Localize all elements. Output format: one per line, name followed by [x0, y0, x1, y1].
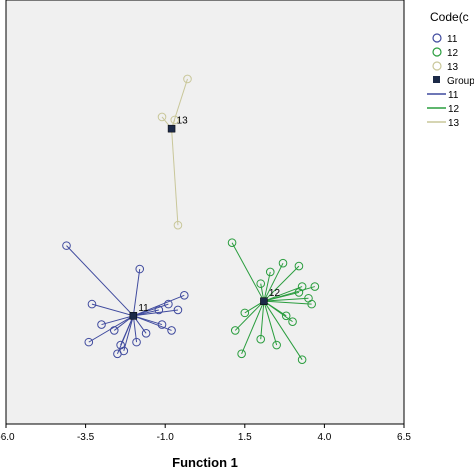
- link-line-13-3: [171, 128, 179, 226]
- x-tick-label-0: -6.0: [0, 432, 15, 443]
- data-points: [62, 74, 320, 364]
- centroid-label-11: 11: [138, 303, 149, 314]
- link-line-12-0: [231, 242, 265, 302]
- link-line-12-8: [263, 297, 309, 302]
- data-point-11-16: [113, 349, 122, 359]
- x-tick-label-5: 6.5: [397, 432, 411, 443]
- link-line-12-7: [263, 291, 300, 302]
- link-line-11-3: [133, 294, 185, 317]
- plot-area: [5, 0, 405, 425]
- legend-label-12: 12: [447, 48, 459, 59]
- data-point-11-1: [135, 264, 145, 274]
- legend-marker-11: [432, 33, 442, 43]
- data-point-12-5: [310, 282, 320, 291]
- link-line-11-7: [101, 315, 134, 326]
- data-point-13-0: [183, 74, 192, 84]
- data-point-12-0: [227, 238, 237, 248]
- link-line-12-9: [263, 300, 312, 305]
- legend-marker-12: [432, 47, 442, 57]
- link-line-12-12: [263, 300, 293, 323]
- x-axis: -6.0 -3.5 -1.0 1.5 4.0 6.5: [0, 424, 411, 443]
- legend-line-label-13: 13: [448, 118, 460, 129]
- link-line-11-1: [132, 268, 141, 316]
- data-point-11-5: [154, 305, 164, 315]
- legend: Code(c 11 12 13 Group 11 12 13: [427, 10, 474, 129]
- x-tick-label-1: -3.5: [77, 432, 95, 443]
- data-point-12-16: [237, 349, 246, 359]
- link-line-11-6: [133, 309, 179, 317]
- data-point-12-15: [272, 340, 281, 350]
- data-point-12-7: [294, 288, 304, 297]
- centroid-marker-11: [129, 312, 138, 320]
- data-point-11-12: [84, 337, 94, 347]
- data-point-11-11: [141, 329, 151, 338]
- link-line-11-2: [91, 303, 134, 317]
- legend-line-label-12: 12: [448, 104, 460, 115]
- link-line-12-14: [260, 301, 265, 340]
- link-line-11-4: [133, 303, 169, 317]
- data-point-11-6: [173, 305, 183, 315]
- legend-centroid-marker: [433, 76, 440, 83]
- link-line-11-0: [66, 245, 134, 317]
- data-point-12-14: [256, 334, 266, 344]
- centroid-label-12: 12: [269, 288, 281, 299]
- x-tick-label-2: -1.0: [157, 432, 175, 443]
- link-line-12-13: [234, 300, 265, 331]
- data-point-12-6: [256, 279, 266, 288]
- x-axis-title: Function 1: [172, 455, 238, 470]
- link-line-12-3: [263, 271, 271, 302]
- link-line-12-15: [263, 301, 278, 346]
- link-line-11-10: [133, 315, 172, 331]
- legend-marker-13: [432, 61, 442, 71]
- legend-label-13: 13: [447, 62, 459, 73]
- data-point-13-1: [157, 112, 167, 122]
- data-point-12-10: [240, 308, 250, 318]
- link-line-12-16: [241, 300, 265, 355]
- data-point-13-2: [170, 115, 180, 125]
- data-point-11-7: [97, 320, 106, 329]
- data-point-11-3: [180, 291, 189, 300]
- data-point-11-8: [157, 320, 167, 329]
- data-point-12-11: [281, 311, 291, 321]
- data-point-12-3: [265, 267, 275, 277]
- data-point-12-13: [230, 326, 240, 335]
- x-tick-label-4: 4.0: [317, 432, 331, 443]
- link-line-11-16: [116, 315, 134, 355]
- legend-label-11: 11: [447, 34, 458, 45]
- link-line-12-2: [263, 265, 300, 302]
- data-point-11-9: [109, 326, 119, 335]
- data-point-11-4: [164, 299, 173, 309]
- link-line-12-17: [263, 300, 303, 360]
- link-line-12-4: [263, 286, 303, 302]
- data-point-12-2: [294, 261, 304, 271]
- centroid-marker-12: [260, 297, 268, 305]
- link-line-11-14: [132, 315, 138, 343]
- link-line-11-15: [123, 315, 134, 352]
- legend-title: Code(c: [430, 10, 469, 24]
- data-point-12-17: [297, 355, 307, 364]
- data-point-11-14: [132, 337, 141, 347]
- data-point-11-10: [167, 326, 176, 335]
- x-tick-label-3: 1.5: [238, 432, 252, 443]
- legend-centroid-label: Group: [447, 76, 474, 87]
- centroid-label-13: 13: [177, 116, 189, 127]
- link-line-12-1: [263, 262, 284, 302]
- legend-line-label-11: 11: [448, 90, 459, 101]
- data-point-12-1: [278, 258, 288, 268]
- centroid-marker-13: [167, 124, 176, 133]
- data-point-12-12: [288, 317, 297, 326]
- data-point-11-0: [62, 241, 71, 250]
- data-point-12-9: [307, 299, 316, 309]
- data-point-13-3: [173, 220, 183, 230]
- data-point-11-2: [87, 299, 97, 309]
- group-centroids: 11 12 13: [129, 116, 281, 320]
